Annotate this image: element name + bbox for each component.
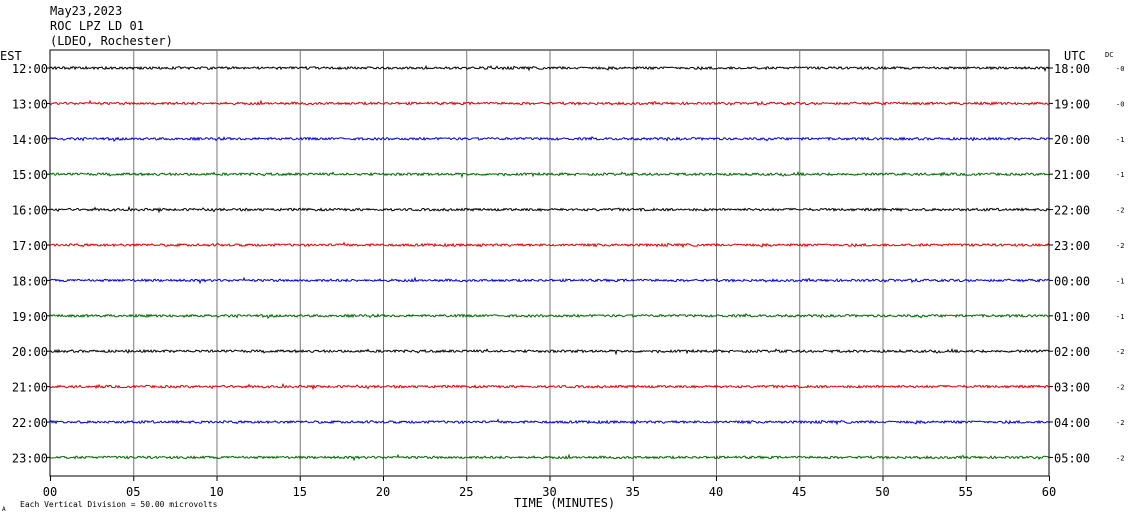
trace-line <box>49 276 1050 285</box>
header-date: May23,2023 <box>50 4 123 18</box>
est-time-labels: 12:00 13:00 14:00 15:00 16:00 17:00 18:00 19:00… <box>12 62 50 465</box>
x-tick-label: 60 <box>1042 485 1056 499</box>
x-tick-label: 30 <box>542 485 556 499</box>
dc-offset-label: -2 <box>1116 419 1124 427</box>
x-tick-labels: 00 05 10 15 20 25 30 35 40 45 50 55 60 <box>43 485 1056 499</box>
utc-time-label: 03:00 <box>1054 381 1090 395</box>
seismic-traces <box>49 65 1050 462</box>
utc-time-label: 00:00 <box>1054 274 1090 288</box>
x-tick-label: 05 <box>126 485 140 499</box>
est-time-label: 12:00 <box>12 62 48 76</box>
x-tick-label: 45 <box>792 485 806 499</box>
est-time-label: 16:00 <box>12 204 48 218</box>
dc-label: DC <box>1105 51 1113 59</box>
trace-line <box>49 453 1050 462</box>
trace-line <box>49 313 1050 319</box>
dc-offset-label: -2 <box>1116 348 1124 356</box>
dc-offset-label: -0 <box>1116 100 1124 108</box>
utc-time-label: 04:00 <box>1054 416 1090 430</box>
dc-offset-label: -1 <box>1116 136 1124 144</box>
x-tick-label: 35 <box>626 485 640 499</box>
est-label: EST <box>0 49 22 63</box>
dc-offset-label: -2 <box>1116 384 1124 392</box>
corner-mark: A <box>2 506 6 513</box>
x-tick-label: 00 <box>43 485 57 499</box>
utc-time-label: 23:00 <box>1054 239 1090 253</box>
trace-line <box>49 205 1050 214</box>
header-network: (LDEO, Rochester) <box>50 34 173 48</box>
utc-label: UTC <box>1064 49 1086 63</box>
dc-offset-labels: -0 -0 -1 -1 -2 -2 -1 -1 -2 -2 -2 -2 <box>1116 65 1124 462</box>
dc-offset-label: -1 <box>1116 277 1124 285</box>
x-tick-label: 55 <box>959 485 973 499</box>
trace-line <box>49 241 1050 249</box>
utc-time-label: 22:00 <box>1054 204 1090 218</box>
est-time-label: 19:00 <box>12 310 48 324</box>
dc-offset-label: -1 <box>1116 171 1124 179</box>
dc-offset-label: -1 <box>1116 313 1124 321</box>
utc-time-label: 01:00 <box>1054 310 1090 324</box>
dc-offset-label: -0 <box>1116 65 1124 73</box>
x-tick-label: 15 <box>293 485 307 499</box>
grid-lines <box>49 49 1050 481</box>
est-time-label: 21:00 <box>12 381 48 395</box>
trace-line <box>49 170 1050 179</box>
est-time-label: 15:00 <box>12 168 48 182</box>
trace-line <box>49 136 1050 142</box>
utc-time-label: 18:00 <box>1054 62 1090 76</box>
scale-note: Each Vertical Division = 50.00 microvolt… <box>20 500 218 509</box>
dc-offset-label: -2 <box>1116 454 1124 462</box>
dc-offset-label: -2 <box>1116 207 1124 215</box>
est-time-label: 17:00 <box>12 239 48 253</box>
utc-time-labels: 18:00 19:00 20:00 21:00 22:00 23:00 00:00 01:00… <box>1049 62 1090 465</box>
x-tick-label: 25 <box>459 485 473 499</box>
trace-line <box>49 382 1050 391</box>
utc-time-label: 02:00 <box>1054 345 1090 359</box>
est-time-label: 13:00 <box>12 97 48 111</box>
utc-time-label: 21:00 <box>1054 168 1090 182</box>
dc-offset-label: -2 <box>1116 242 1124 250</box>
x-tick-label: 20 <box>376 485 390 499</box>
trace-line <box>49 65 1050 72</box>
x-tick-label: 10 <box>209 485 223 499</box>
trace-line <box>49 418 1050 426</box>
utc-time-label: 05:00 <box>1054 451 1090 465</box>
header-station: ROC LPZ LD 01 <box>50 19 144 33</box>
est-time-label: 20:00 <box>12 345 48 359</box>
x-axis-title: TIME (MINUTES) <box>514 496 615 510</box>
utc-time-label: 20:00 <box>1054 133 1090 147</box>
est-time-label: 14:00 <box>12 133 48 147</box>
x-tick-label: 40 <box>709 485 723 499</box>
est-time-label: 18:00 <box>12 274 48 288</box>
trace-line <box>49 347 1050 356</box>
est-time-label: 22:00 <box>12 416 48 430</box>
est-time-label: 23:00 <box>12 451 48 465</box>
trace-line <box>49 99 1050 107</box>
utc-time-label: 19:00 <box>1054 97 1090 111</box>
x-tick-label: 50 <box>875 485 889 499</box>
